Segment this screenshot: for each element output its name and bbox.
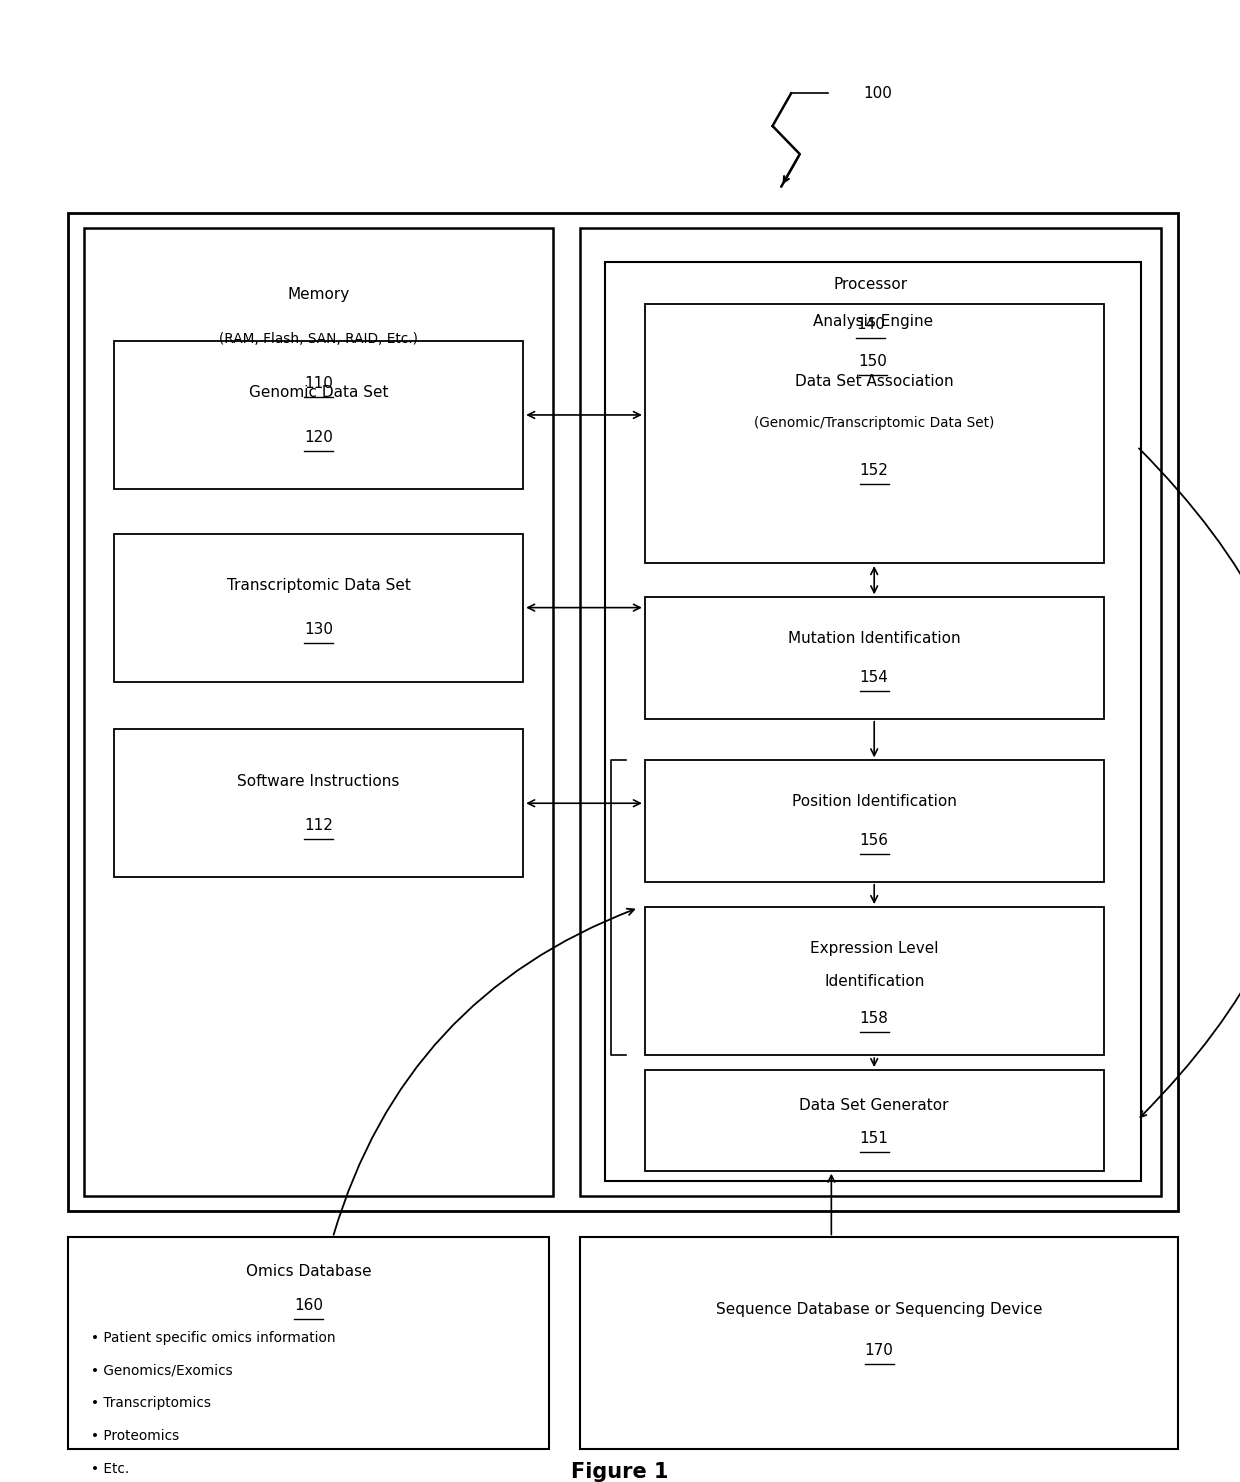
Text: • Etc.: • Etc. xyxy=(91,1461,129,1476)
Text: Genomic Data Set: Genomic Data Set xyxy=(249,385,388,400)
Text: • Patient specific omics information: • Patient specific omics information xyxy=(91,1331,335,1346)
Text: (RAM, Flash, SAN, RAID, Etc.): (RAM, Flash, SAN, RAID, Etc.) xyxy=(219,332,418,347)
Bar xyxy=(645,597,1104,719)
Text: Data Set Association: Data Set Association xyxy=(795,373,954,390)
Text: 130: 130 xyxy=(304,622,334,637)
Bar xyxy=(68,213,1178,1211)
Bar xyxy=(114,534,523,682)
Text: Sequence Database or Sequencing Device: Sequence Database or Sequencing Device xyxy=(715,1301,1043,1317)
Text: • Proteomics: • Proteomics xyxy=(91,1429,179,1443)
Text: 170: 170 xyxy=(864,1343,894,1359)
Text: Mutation Identification: Mutation Identification xyxy=(787,631,961,646)
Text: • Genomics/Exomics: • Genomics/Exomics xyxy=(91,1363,232,1378)
Text: 100: 100 xyxy=(863,86,893,101)
Text: 156: 156 xyxy=(859,833,889,848)
Text: Memory: Memory xyxy=(288,288,350,302)
Bar xyxy=(605,262,1141,1181)
Text: 120: 120 xyxy=(304,430,334,445)
Text: 158: 158 xyxy=(859,1011,889,1026)
Text: 110: 110 xyxy=(304,376,334,391)
Text: 112: 112 xyxy=(304,818,334,833)
Text: 152: 152 xyxy=(859,462,889,479)
Text: • Transcriptomics: • Transcriptomics xyxy=(91,1396,211,1411)
Text: 151: 151 xyxy=(859,1131,889,1146)
Bar xyxy=(645,304,1104,563)
Bar xyxy=(114,341,523,489)
Text: Transcriptomic Data Set: Transcriptomic Data Set xyxy=(227,578,410,593)
Text: 150: 150 xyxy=(858,354,888,369)
Bar xyxy=(645,1070,1104,1171)
Text: (Genomic/Transcriptomic Data Set): (Genomic/Transcriptomic Data Set) xyxy=(754,416,994,430)
Text: Data Set Generator: Data Set Generator xyxy=(800,1098,949,1113)
Bar xyxy=(68,1237,549,1449)
Bar xyxy=(84,228,553,1196)
Text: 160: 160 xyxy=(294,1298,324,1313)
FancyArrowPatch shape xyxy=(1140,449,1240,1117)
Bar xyxy=(645,907,1104,1055)
Text: Omics Database: Omics Database xyxy=(246,1264,372,1279)
Text: 154: 154 xyxy=(859,670,889,685)
FancyArrowPatch shape xyxy=(334,908,634,1235)
Text: Processor: Processor xyxy=(833,277,908,292)
Text: 140: 140 xyxy=(856,317,885,332)
Text: Analysis Engine: Analysis Engine xyxy=(813,314,932,329)
Text: Software Instructions: Software Instructions xyxy=(238,774,399,788)
Bar xyxy=(645,760,1104,882)
Bar xyxy=(114,729,523,877)
Bar xyxy=(580,1237,1178,1449)
Bar xyxy=(580,228,1161,1196)
Text: Position Identification: Position Identification xyxy=(792,794,956,809)
Text: Figure 1: Figure 1 xyxy=(572,1461,668,1482)
Text: Identification: Identification xyxy=(825,974,924,988)
Text: Expression Level: Expression Level xyxy=(810,941,939,956)
